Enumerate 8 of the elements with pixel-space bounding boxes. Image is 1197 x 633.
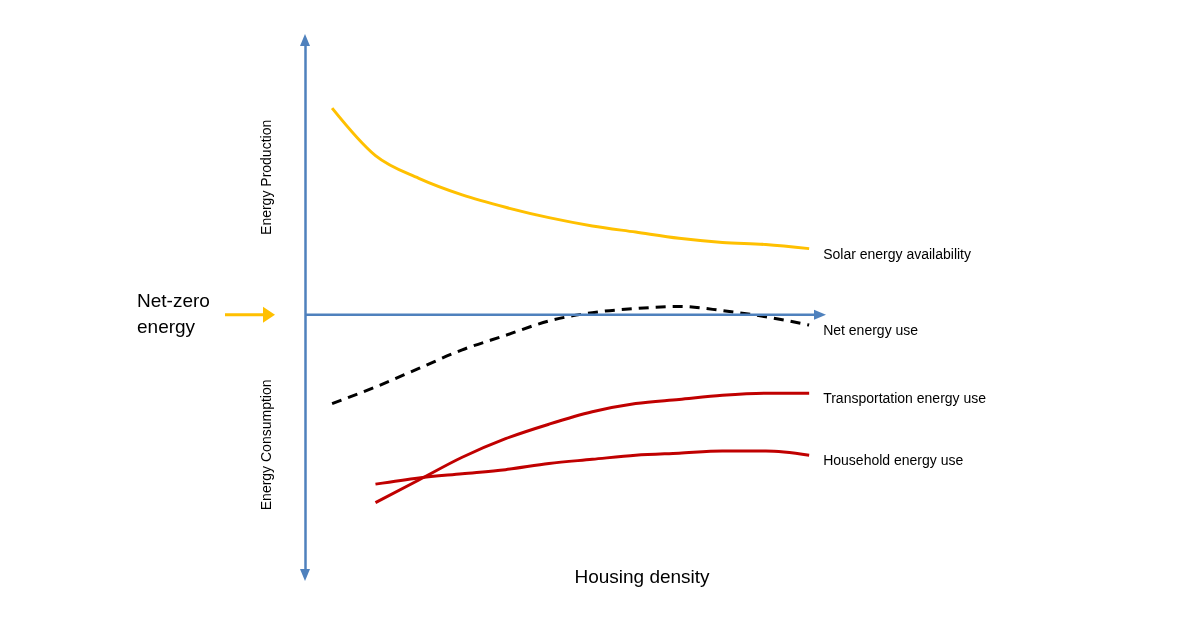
series-label: Solar energy availability: [823, 245, 972, 262]
text: Energy Production: [258, 119, 274, 235]
text: Energy Consumption: [258, 379, 274, 511]
x-axis-title: Housing density: [574, 566, 711, 587]
series-label: Household energy use: [823, 452, 964, 469]
text: Net-zero energy: [137, 289, 210, 337]
series-label: Net energy use: [823, 322, 919, 339]
series-label: Transportation energy use: [823, 390, 987, 407]
